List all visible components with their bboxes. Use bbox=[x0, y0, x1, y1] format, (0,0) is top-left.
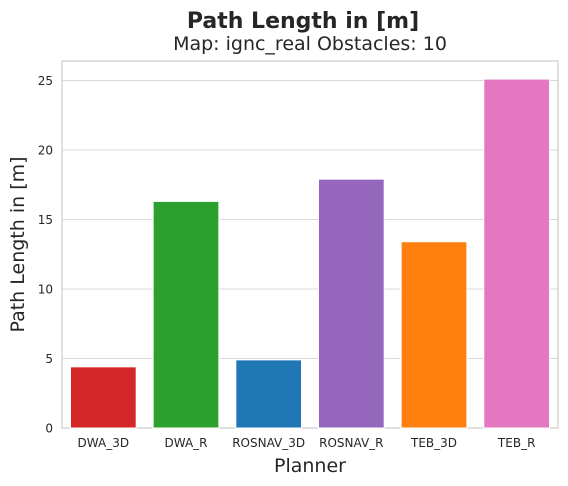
y-tick-label: 0 bbox=[45, 422, 53, 436]
y-tick-labels: 0 5 10 15 20 25 bbox=[38, 74, 53, 436]
x-tick-label: ROSNAV_3D bbox=[232, 436, 305, 450]
x-tick-labels: DWA_3D DWA_R ROSNAV_3D ROSNAV_R TEB_3D TEB_R bbox=[78, 436, 536, 450]
bar-rosnav-3d bbox=[235, 359, 303, 429]
bar-rosnav-r bbox=[317, 178, 385, 429]
chart-title: Map: ignc_real Obstacles: 10 bbox=[173, 33, 447, 55]
x-tick-label: DWA_3D bbox=[78, 436, 130, 450]
y-tick-label: 10 bbox=[38, 282, 53, 296]
bar-teb-3d bbox=[400, 241, 468, 429]
x-tick-label: TEB_R bbox=[497, 436, 535, 450]
x-axis-label: Planner bbox=[274, 455, 346, 477]
x-tick-label: DWA_R bbox=[165, 436, 208, 450]
y-tick-label: 15 bbox=[38, 213, 53, 227]
bars bbox=[69, 78, 551, 429]
bar-teb-r bbox=[483, 78, 551, 429]
bar-dwa-r bbox=[152, 200, 220, 429]
y-axis-label: Path Length in [m] bbox=[7, 156, 29, 332]
bar-dwa-3d bbox=[69, 366, 137, 429]
x-tick-label: ROSNAV_R bbox=[319, 436, 383, 450]
y-tick-label: 5 bbox=[45, 352, 53, 366]
x-tick-label: TEB_3D bbox=[410, 436, 457, 450]
y-tick-label: 25 bbox=[38, 74, 53, 88]
y-tick-label: 20 bbox=[38, 143, 53, 157]
chart-suptitle: Path Length in [m] bbox=[187, 9, 419, 34]
plot-frame bbox=[61, 60, 559, 429]
